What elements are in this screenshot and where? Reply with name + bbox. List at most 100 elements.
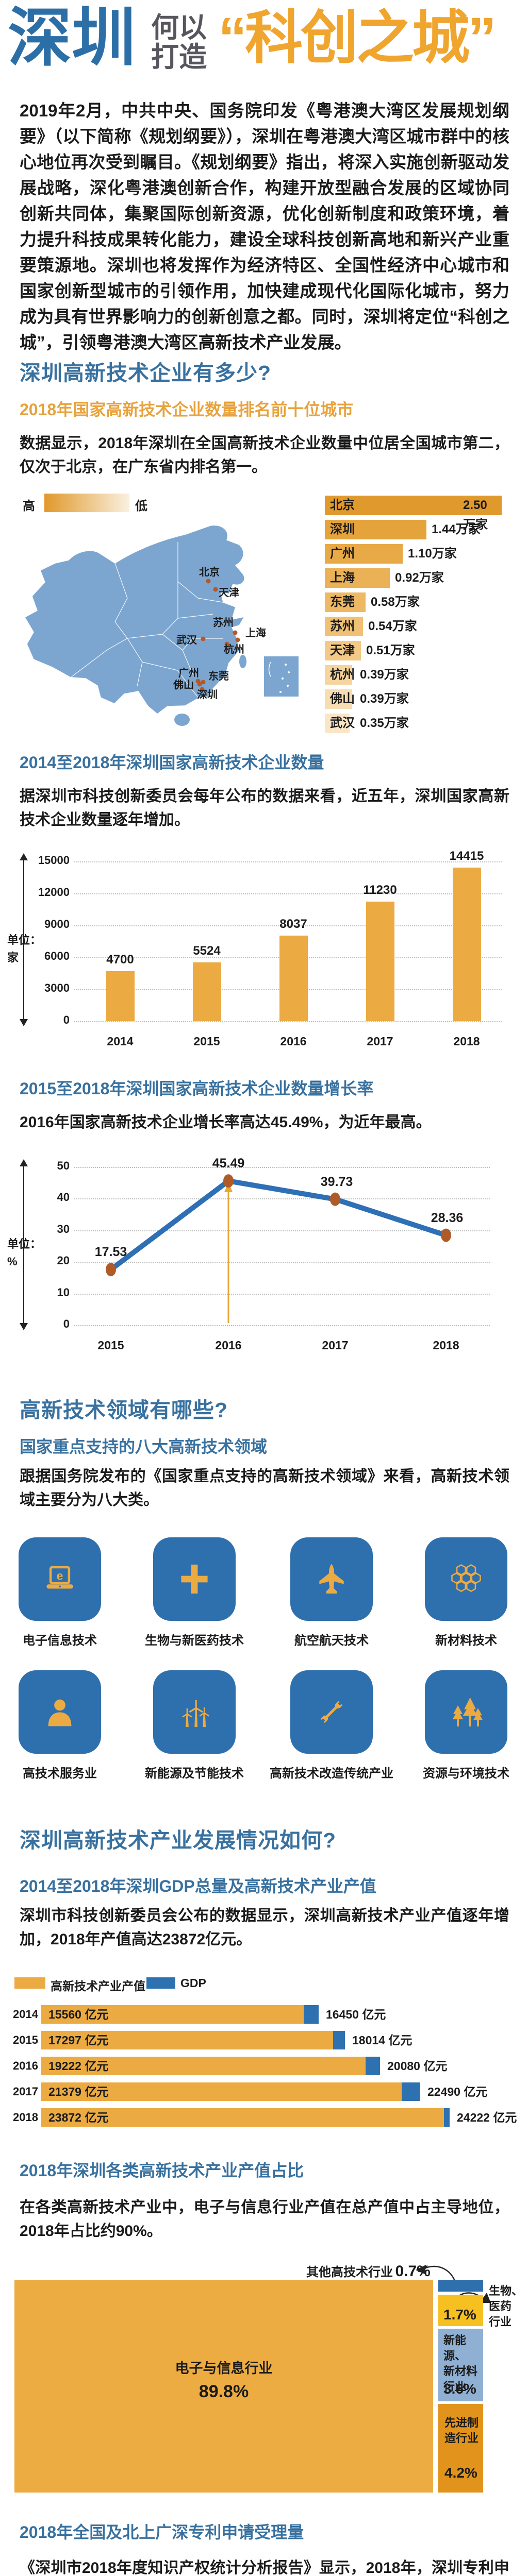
map-city-label: 杭州 [224, 643, 244, 655]
city-bar-value: 0.54万家 [368, 619, 417, 633]
domain-tile-label: 新材料技术 [435, 1634, 497, 1648]
city-bar [325, 641, 361, 660]
x-axis-year-label: 2018 [453, 1035, 480, 1048]
gdp-year-label: 2016 [13, 2059, 38, 2072]
gdp-bar-hightech-value: 15560 亿元 [48, 2008, 109, 2021]
map-city-dot [224, 641, 229, 647]
map-city-label: 广州 [178, 667, 199, 679]
aircraft-icon [315, 1551, 348, 1607]
domain-tile [290, 1670, 373, 1754]
grid-line [74, 893, 502, 894]
domain-tile [153, 1537, 236, 1621]
person-icon [43, 1684, 76, 1740]
laptop-e-icon: e [43, 1551, 76, 1607]
desc-growth-chart: 2016年国家高新技术企业增长率高达45.49%，为近年最高。 [20, 1114, 432, 1131]
gdp-bar-hightech [41, 2005, 304, 2024]
title-quote: “科创之城” [218, 6, 497, 70]
grid-line [74, 1198, 490, 1199]
gdp-bar-gdp-value: 18014 亿元 [352, 2033, 412, 2047]
main-value: 89.8% [199, 2382, 249, 2401]
domain-tile: e [19, 1537, 101, 1621]
south-china-sea-inset [264, 656, 299, 697]
subtitle-growth-chart: 2015至2018年深圳国家高新技术企业数量增长率 [20, 1079, 374, 1098]
desc-domains: 跟据国务院发布的《国家重点支持的高新技术领域》来看，高新技术领域主要分为八大类。 [20, 1468, 509, 1509]
growth-line-chart: 单位： % 50 40 30 20 10 0 17.53 2015 45.49 2016 39.73… [0, 1149, 528, 1365]
x-axis-year-label: 2014 [107, 1035, 134, 1048]
gdp-bar-gdp-value: 24222 亿元 [457, 2111, 517, 2124]
section-heading-domains: 高新技术领域有哪些? [20, 1398, 228, 1422]
domain-tile-label: 航空航天技术 [294, 1634, 369, 1648]
gdp-bar-hightech [41, 2082, 402, 2101]
subtitle-domains: 国家重点支持的八大高新技术领域 [20, 1437, 268, 1456]
wind-turbine-icon [178, 1684, 211, 1740]
adv-value: 4.2% [444, 2465, 477, 2481]
adv-label: 先进制 造行业 [444, 2416, 479, 2445]
city-bar-label: 天津 [330, 643, 355, 657]
gdp-bar-chart: 高新技术产业产值 GDP 2014 15560 亿元 16450 亿元 2015 172… [0, 1973, 528, 2138]
china-outline [24, 524, 245, 715]
growth-unit-label: 单位： % [7, 1238, 42, 1268]
gdp-bar-gdp-segment [402, 2082, 420, 2101]
y-axis-line [23, 859, 24, 1019]
city-bar-label: 苏州 [330, 619, 355, 633]
count-unit-label: 单位： 家 [7, 934, 42, 964]
grid-line [74, 1230, 490, 1231]
city-bar-value: 0.51万家 [366, 643, 415, 657]
gdp-bar-hightech-value: 21379 亿元 [48, 2085, 109, 2098]
column-bar-value: 8037 [279, 917, 307, 931]
city-bar-value: 0.39万家 [360, 692, 409, 706]
column-bar [106, 971, 135, 1021]
city-bar [325, 592, 366, 612]
subtitle-share-chart: 2018年深圳各类高新技术产业产值占比 [20, 2161, 304, 2180]
city-bar-row: 武汉 0.35万家 [325, 714, 528, 733]
x-axis-year-label: 2015 [97, 1338, 124, 1352]
axis-tick-label: 9000 [44, 918, 70, 930]
x-axis-year-label: 2017 [322, 1338, 349, 1352]
industry-share-treemap: 其他高技术行业 0.7% 电子与信息行业 89.8% 1.7% 生物、 医药 行… [0, 2257, 528, 2499]
city-bar [325, 544, 403, 564]
map-legend-gradient [44, 494, 129, 512]
column-bar [366, 902, 394, 1021]
column-bar [279, 936, 308, 1021]
city-bar-value: 1.44万家 [432, 522, 481, 536]
domain-tile-label: 新能源及节能技术 [145, 1767, 244, 1781]
domain-tile [425, 1537, 507, 1621]
city-bars-panel: 北京 2.50万家 深圳 1.44万家 广州 1.10万家 上海 0.92万家 东莞 0.58万家… [325, 496, 528, 738]
city-bar [325, 496, 502, 515]
page-header: 深圳 何以 打造 “科创之城” [8, 6, 520, 73]
hainan-island [174, 714, 190, 726]
legend-hitech-swatch [14, 1977, 45, 1989]
axis-tick-label: 20 [57, 1254, 70, 1267]
map-city-label: 深圳 [197, 689, 218, 701]
city-bar-label: 杭州 [330, 668, 355, 682]
city-bar-row: 佛山 0.39万家 [325, 689, 528, 709]
treemap-other-block [438, 2280, 483, 2292]
x-axis-year-label: 2015 [193, 1035, 220, 1048]
city-bar-label: 武汉 [330, 716, 355, 730]
city-bar-label: 上海 [330, 571, 355, 585]
grid-line [74, 1166, 490, 1168]
map-city-label: 武汉 [176, 634, 197, 646]
map-city-dot [213, 587, 218, 592]
line-point-marker [223, 1174, 234, 1188]
map-city-dot [233, 630, 238, 635]
map-legend-low-label: 低 [135, 499, 147, 513]
x-axis-year-label: 2018 [433, 1338, 459, 1352]
map-city-label: 苏州 [213, 617, 234, 629]
axis-tick-label: 6000 [44, 950, 70, 962]
map-city-dot [206, 579, 211, 584]
city-bar-row: 苏州 0.54万家 [325, 617, 528, 636]
gdp-bar-hightech [41, 2031, 333, 2049]
treemap-adv-block: 先进制 造行业 4.2% [438, 2404, 483, 2493]
gdp-bar-gdp-segment [366, 2057, 380, 2075]
map-city-label: 上海 [245, 626, 266, 639]
axis-tick-label: 12000 [38, 886, 70, 899]
treemap-other-callout: 其他高技术行业 0.7% [306, 2262, 431, 2280]
grid-line [74, 1325, 490, 1326]
desc-city-ranking: 数据显示，2018年深圳在全国高新技术企业数量中位居全国城市第二，仅次于北京，在… [20, 435, 509, 476]
other-label: 其他高技术行业 [306, 2265, 393, 2279]
city-bar-value: 2.50万家 [463, 498, 488, 532]
desc-patent-chart: 《深圳市2018年度知识产权统计分析报告》显示，2018年，深圳专利申请量在全国… [20, 2560, 509, 2576]
x-axis-year-label: 2016 [280, 1035, 307, 1048]
